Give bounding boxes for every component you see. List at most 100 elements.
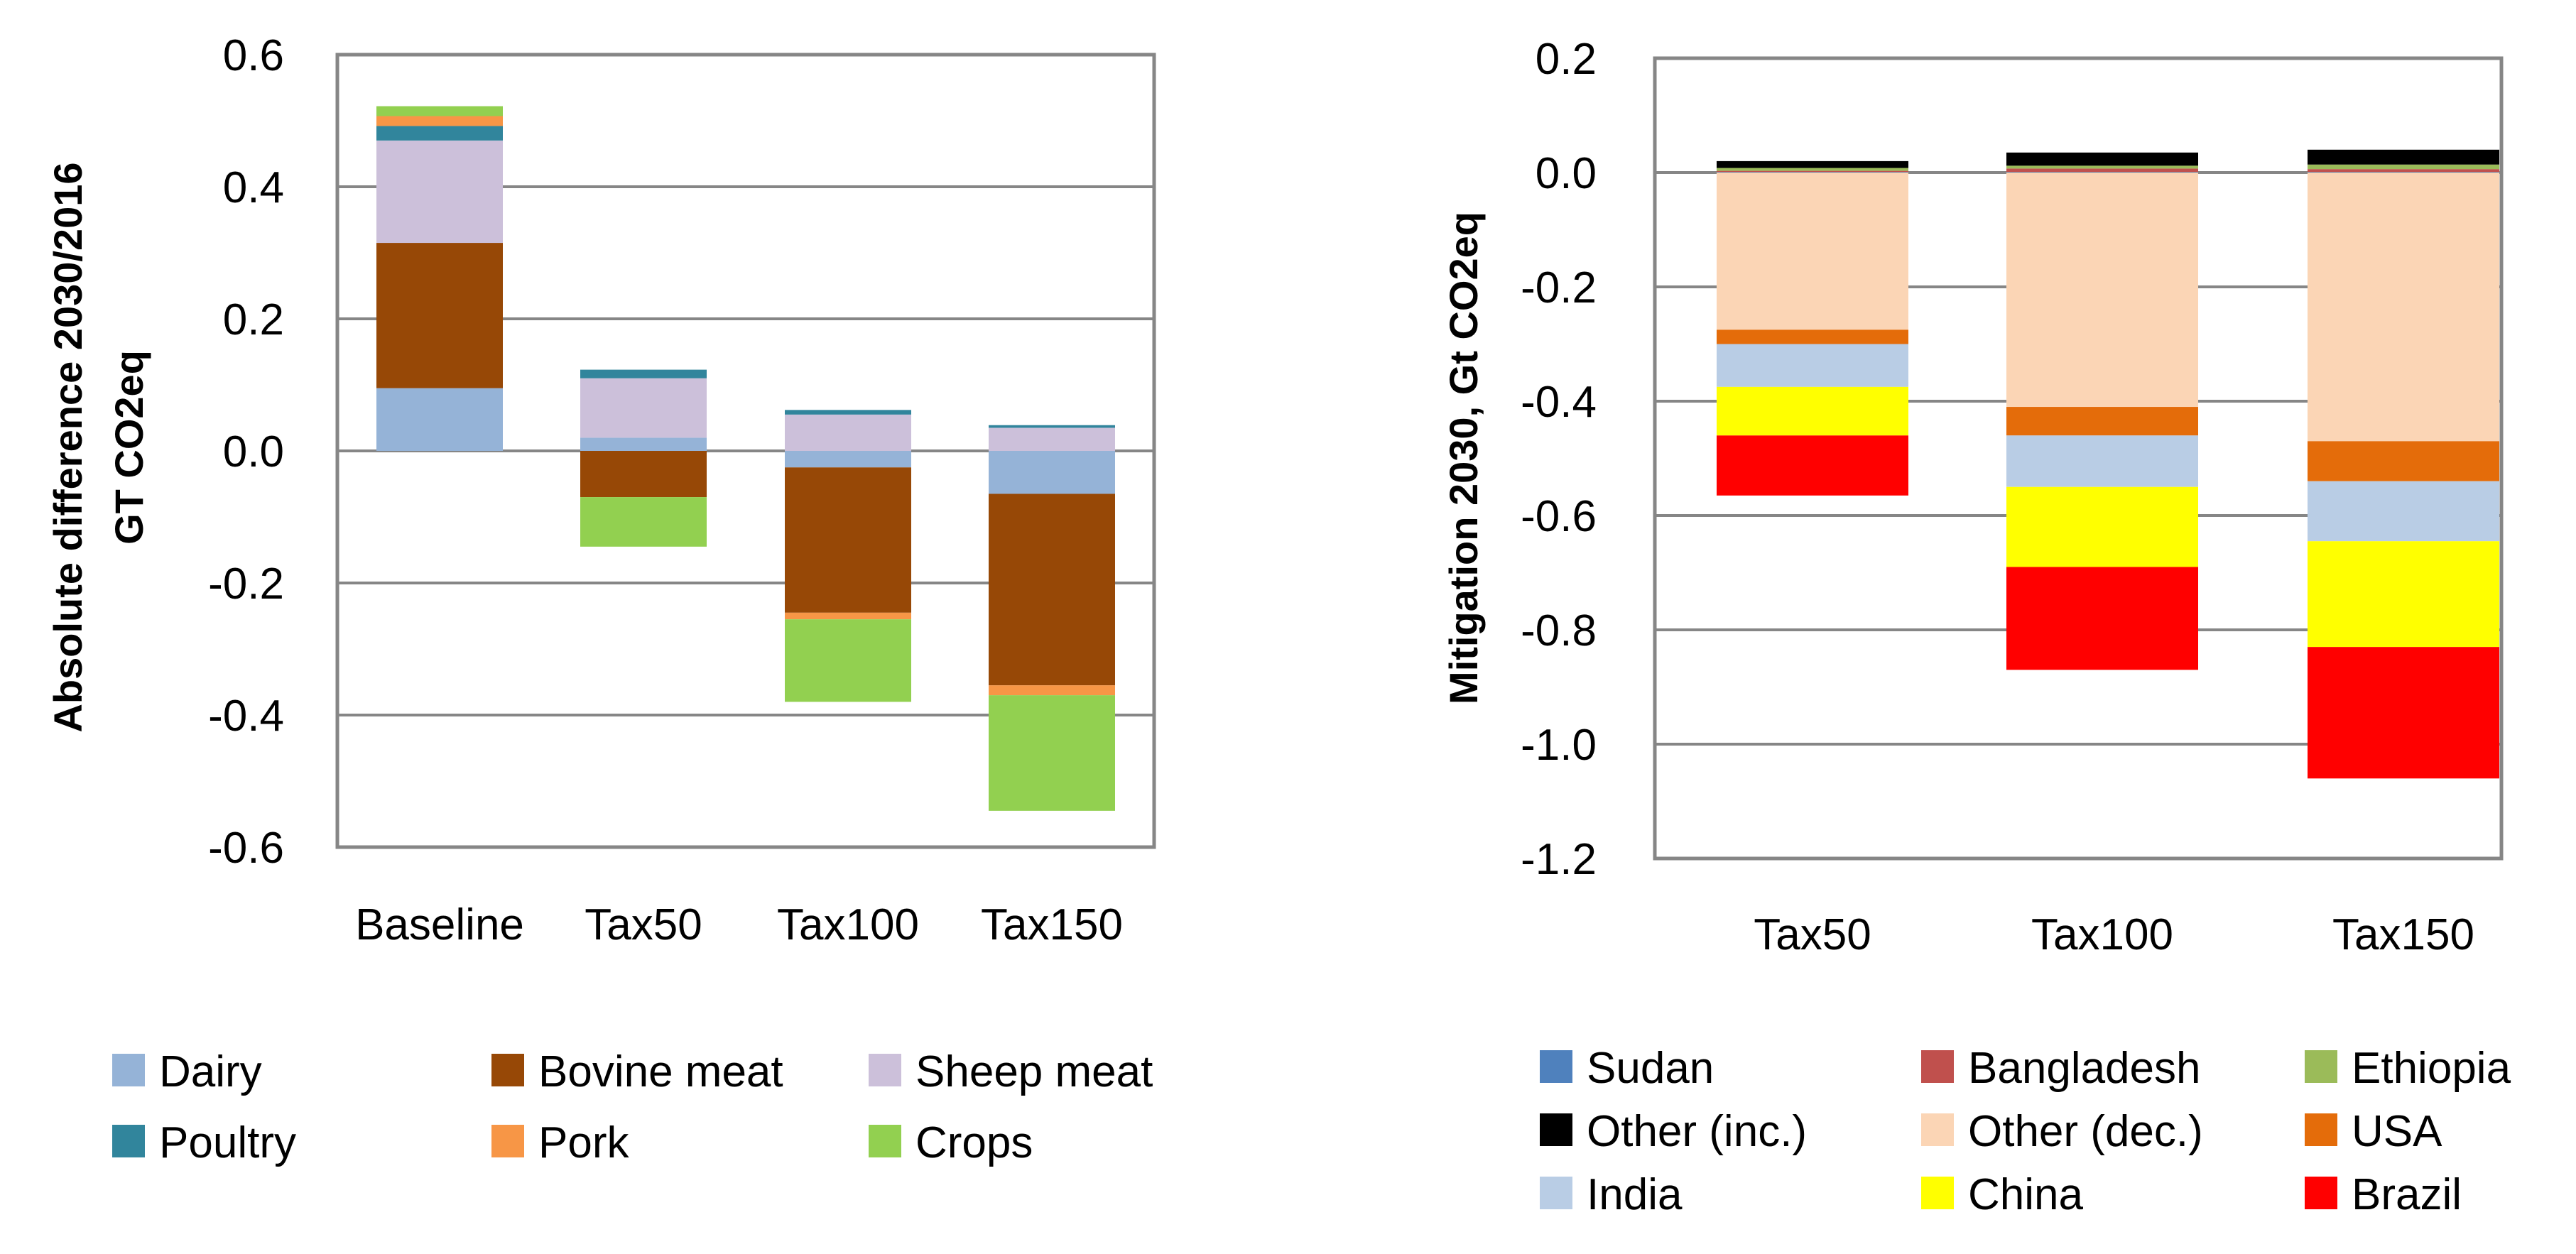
- legend-swatch-bangladesh: [1921, 1050, 1954, 1083]
- right-y-axis-title: Mitigation 2030, Gt CO2eq: [1441, 212, 1486, 704]
- x-tick-label: Tax50: [585, 900, 702, 949]
- bar-tax150-china: [2308, 541, 2499, 648]
- y-tick-label: 0.0: [223, 427, 284, 476]
- bar-tax50-other-dec: [1717, 173, 1908, 330]
- bar-tax100-other-inc: [2006, 152, 2198, 166]
- bar-tax100-sudan: [2006, 172, 2198, 173]
- bar-tax150-other-inc: [2308, 149, 2499, 165]
- y-tick-label: 0.4: [223, 163, 284, 212]
- legend-label: India: [1587, 1170, 1683, 1219]
- bar-tax50-brazil: [1717, 435, 1908, 496]
- legend-label: Pork: [538, 1118, 629, 1167]
- bar-tax50-bangladesh: [1717, 170, 1908, 173]
- bar-tax150-poultry: [989, 425, 1115, 428]
- right-y-ticks: 0.2 0.0 -0.2 -0.4 -0.6 -0.8 -1.0 -1.2: [1521, 35, 1597, 884]
- legend-label: Dairy: [159, 1047, 262, 1096]
- right-x-ticks: Tax50 Tax100 Tax150: [1754, 910, 2474, 959]
- y-axis-title-line2: GT CO2eq: [107, 350, 151, 545]
- bar-tax100-bovine-meat: [785, 467, 911, 613]
- x-tick-label: Tax100: [2031, 910, 2173, 959]
- bar-tax150-other-dec: [2308, 173, 2499, 442]
- x-tick-label: Tax150: [981, 900, 1123, 949]
- legend-swatch-brazil: [2305, 1177, 2337, 1209]
- bar-tax100-sheep-meat: [785, 414, 911, 451]
- bar-baseline-sheep-meat: [376, 140, 503, 244]
- legend-swatch-ethiopia: [2305, 1050, 2337, 1083]
- legend-label: USA: [2352, 1107, 2442, 1156]
- bar-tax150-dairy: [989, 451, 1115, 494]
- legend-swatch-poultry: [112, 1125, 145, 1157]
- left-legend: Dairy Bovine meat Sheep meat Poultry Por…: [112, 1047, 1153, 1167]
- legend-label: Crops: [915, 1118, 1033, 1167]
- legend-label: Brazil: [2352, 1170, 2462, 1219]
- y-tick-label: -1.0: [1521, 721, 1597, 770]
- bar-baseline-dairy: [376, 388, 503, 451]
- y-tick-label: 0.2: [1536, 35, 1597, 84]
- y-tick-label: 0.2: [223, 295, 284, 344]
- bar-baseline-crops: [376, 106, 503, 116]
- left-y-axis-title: Absolute difference 2030/2016 GT CO2eq: [45, 162, 151, 732]
- y-tick-label: -0.8: [1521, 606, 1597, 655]
- legend-swatch-crops: [869, 1125, 901, 1157]
- bar-tax100-dairy: [785, 451, 911, 468]
- bar-baseline-poultry: [376, 126, 503, 141]
- bar-tax100-bangladesh: [2006, 168, 2198, 173]
- bar-tax100-pork: [785, 612, 911, 620]
- bar-tax150-ethiopia: [2308, 164, 2499, 170]
- y-tick-label: -0.2: [1521, 263, 1597, 312]
- y-tick-label: 0.0: [1536, 149, 1597, 198]
- bar-tax50-other-inc: [1717, 160, 1908, 168]
- bar-tax100-usa: [2006, 407, 2198, 436]
- left-plot-frame: [335, 53, 1156, 849]
- y-tick-label: -0.4: [1521, 378, 1597, 427]
- legend-swatch-other-dec: [1921, 1113, 1954, 1146]
- legend-swatch-other-inc: [1540, 1113, 1572, 1146]
- legend-label: China: [1968, 1170, 2084, 1219]
- legend-label: Bangladesh: [1968, 1044, 2201, 1093]
- x-tick-label: Tax50: [1754, 910, 1871, 959]
- bar-tax50-india: [1717, 344, 1908, 387]
- left-y-ticks: 0.6 0.4 0.2 0.0 -0.2 -0.4 -0.6: [208, 31, 284, 873]
- bar-tax100-china: [2006, 486, 2198, 567]
- y-tick-label: -0.2: [208, 560, 284, 609]
- right-bars: [1717, 149, 2499, 779]
- legend-swatch-bovine-meat: [491, 1054, 524, 1086]
- legend-label: Sudan: [1587, 1044, 1714, 1093]
- legend-label: Sheep meat: [915, 1047, 1153, 1096]
- legend-swatch-sudan: [1540, 1050, 1572, 1083]
- x-tick-label: Tax100: [777, 900, 919, 949]
- legend-swatch-sheep-meat: [869, 1054, 901, 1086]
- bar-tax50-sudan: [1717, 172, 1908, 173]
- legend-swatch-dairy: [112, 1054, 145, 1086]
- bar-tax50-crops: [580, 497, 707, 547]
- bar-baseline-bovine-meat: [376, 243, 503, 388]
- y-tick-label: 0.6: [223, 31, 284, 80]
- bar-tax100-crops: [785, 619, 911, 702]
- y-tick-label: -0.6: [208, 824, 284, 873]
- bar-tax150-bangladesh: [2308, 169, 2499, 173]
- bar-tax150-sudan: [2308, 172, 2499, 173]
- y-axis-title: Mitigation 2030, Gt CO2eq: [1441, 212, 1486, 704]
- left-x-ticks: Baseline Tax50 Tax100 Tax150: [355, 900, 1123, 949]
- bar-tax150-sheep-meat: [989, 427, 1115, 451]
- bar-tax50-dairy: [580, 437, 707, 451]
- bar-tax50-poultry: [580, 369, 707, 378]
- bar-tax150-brazil: [2308, 647, 2499, 779]
- left-bars: [376, 106, 1115, 811]
- bar-tax100-india: [2006, 435, 2198, 487]
- bar-tax150-usa: [2308, 441, 2499, 481]
- y-tick-label: -0.4: [208, 692, 284, 741]
- bar-tax100-ethiopia: [2006, 165, 2198, 169]
- legend-swatch-usa: [2305, 1113, 2337, 1146]
- y-tick-label: -0.6: [1521, 492, 1597, 541]
- legend-label: Other (dec.): [1968, 1107, 2203, 1156]
- bar-tax150-bovine-meat: [989, 494, 1115, 686]
- y-axis-title-line1: Absolute difference 2030/2016: [45, 162, 90, 732]
- bar-tax150-crops: [989, 695, 1115, 811]
- x-tick-label: Tax150: [2332, 910, 2474, 959]
- bar-tax100-poultry: [785, 410, 911, 415]
- bar-tax50-china: [1717, 386, 1908, 436]
- bar-tax50-ethiopia: [1717, 168, 1908, 171]
- bar-tax50-usa: [1717, 329, 1908, 344]
